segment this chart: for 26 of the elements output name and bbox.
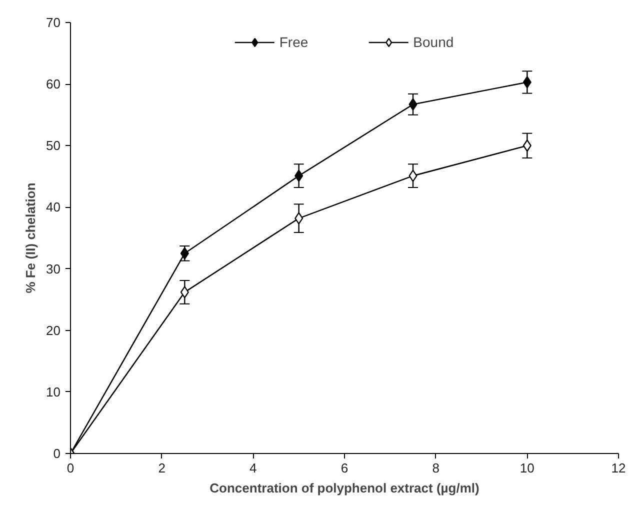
y-tick-label: 10 — [46, 384, 61, 400]
y-tick-label: 60 — [46, 76, 61, 92]
y-tick-label: 40 — [46, 200, 61, 215]
point — [294, 212, 304, 224]
x-tick-label: 4 — [250, 460, 257, 476]
x-tick-label: 2 — [158, 460, 166, 476]
legend-label: Free — [279, 34, 308, 50]
x-tick-label: 10 — [520, 460, 534, 476]
x-tick-label: 6 — [340, 460, 348, 476]
x-tick-label: 0 — [66, 460, 74, 476]
y-tick-label: 70 — [46, 15, 61, 30]
y-tick-label: 0 — [53, 446, 61, 461]
x-tick-label: 8 — [432, 460, 440, 476]
legend-label: Bound — [413, 34, 454, 50]
point — [522, 140, 532, 152]
y-tick-label: 20 — [46, 322, 61, 338]
y-tick-label: 50 — [46, 138, 61, 154]
point — [408, 170, 418, 182]
point — [408, 98, 418, 110]
point — [522, 76, 532, 88]
y-axis-title: % Fe (II) chelation — [23, 182, 38, 294]
y-tick-label: 30 — [46, 261, 61, 276]
point — [294, 170, 304, 182]
point — [180, 286, 189, 298]
x-tick-label: 12 — [611, 460, 626, 476]
x-axis-title: Concentration of polyphenol extract (µg/ml) — [210, 480, 480, 496]
